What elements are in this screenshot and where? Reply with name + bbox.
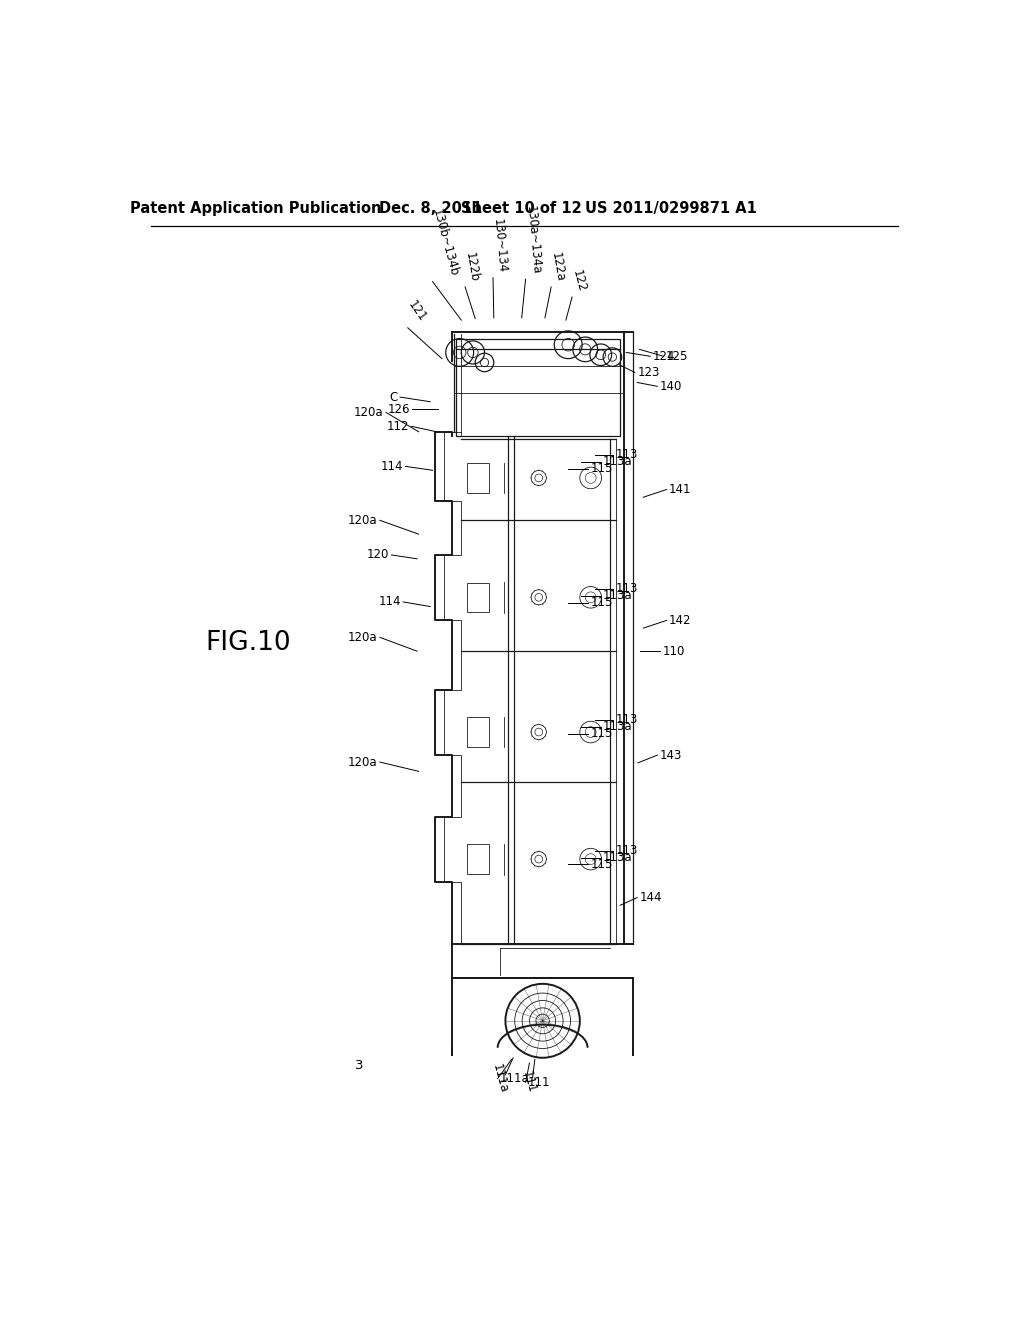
Text: 120a: 120a — [348, 631, 378, 644]
Text: 120a: 120a — [348, 755, 378, 768]
Text: 122: 122 — [569, 268, 588, 293]
Text: 121: 121 — [406, 298, 429, 323]
Text: C: C — [389, 391, 397, 404]
Text: 124: 124 — [652, 350, 675, 363]
Text: Patent Application Publication: Patent Application Publication — [130, 201, 382, 216]
Text: 113: 113 — [615, 843, 638, 857]
Text: 142: 142 — [669, 614, 691, 627]
Text: 115: 115 — [591, 462, 613, 475]
Text: 120a: 120a — [348, 513, 378, 527]
Text: 114: 114 — [381, 459, 403, 473]
Text: 140: 140 — [659, 380, 682, 393]
Text: 113a: 113a — [603, 721, 633, 733]
Text: 130a~134a: 130a~134a — [523, 206, 543, 276]
Text: 111: 111 — [520, 1069, 539, 1096]
Text: 141: 141 — [669, 483, 691, 496]
Text: 120: 120 — [367, 548, 389, 561]
Text: 144: 144 — [640, 891, 662, 904]
Text: 111a: 111a — [489, 1063, 510, 1094]
Text: Sheet 10 of 12: Sheet 10 of 12 — [462, 201, 582, 216]
Text: 3: 3 — [354, 1059, 364, 1072]
Text: 110: 110 — [663, 644, 685, 657]
Text: 113a: 113a — [603, 851, 633, 865]
Text: 115: 115 — [591, 858, 613, 871]
Text: 111: 111 — [528, 1076, 551, 1089]
Text: 143: 143 — [659, 748, 682, 762]
Text: 113: 113 — [615, 449, 638, 462]
Text: 126: 126 — [388, 403, 410, 416]
Text: 130b~134b: 130b~134b — [430, 207, 461, 277]
Text: 122a: 122a — [549, 252, 567, 284]
Text: 112: 112 — [387, 420, 410, 433]
Text: Dec. 8, 2011: Dec. 8, 2011 — [379, 201, 482, 216]
Text: US 2011/0299871 A1: US 2011/0299871 A1 — [585, 201, 757, 216]
Text: FIG.10: FIG.10 — [206, 631, 291, 656]
Text: 114: 114 — [378, 595, 400, 609]
Text: 113a: 113a — [603, 589, 633, 602]
Text: 113: 113 — [615, 713, 638, 726]
Text: 125: 125 — [666, 350, 688, 363]
Text: 113a: 113a — [603, 455, 633, 469]
Text: 123: 123 — [637, 366, 659, 379]
Text: 120a: 120a — [354, 407, 384, 418]
Text: 130~134: 130~134 — [490, 219, 508, 275]
Text: 111a: 111a — [500, 1072, 529, 1085]
Text: 122b: 122b — [463, 251, 481, 284]
Text: 115: 115 — [591, 597, 613, 610]
Text: 113: 113 — [615, 582, 638, 595]
Text: 115: 115 — [591, 727, 613, 741]
